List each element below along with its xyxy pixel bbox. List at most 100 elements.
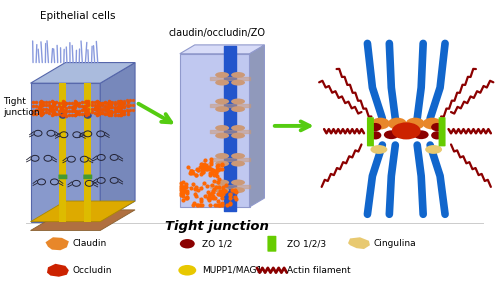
Point — [104, 100, 112, 105]
Point — [49, 112, 57, 117]
Point — [206, 196, 214, 201]
Point — [84, 101, 92, 106]
Polygon shape — [250, 45, 264, 207]
Point — [211, 203, 219, 208]
Point — [193, 203, 201, 208]
Point — [120, 98, 128, 103]
Point — [115, 107, 123, 112]
Point — [45, 99, 53, 104]
Point — [194, 168, 202, 173]
Ellipse shape — [215, 106, 229, 112]
Point — [75, 104, 83, 109]
Point — [96, 101, 104, 106]
Polygon shape — [348, 237, 370, 249]
Point — [97, 103, 105, 108]
Point — [73, 110, 81, 115]
Text: Tight junction: Tight junction — [165, 220, 269, 233]
Point — [71, 99, 79, 104]
Text: claudin/occludin/ZO: claudin/occludin/ZO — [169, 28, 265, 38]
Point — [94, 107, 102, 112]
Point — [81, 104, 89, 109]
Point — [36, 104, 44, 109]
Point — [184, 196, 192, 201]
Point — [116, 99, 124, 104]
Ellipse shape — [369, 123, 381, 131]
Point — [231, 195, 239, 200]
Point — [92, 107, 100, 112]
Point — [101, 112, 109, 117]
Point — [106, 111, 114, 116]
Point — [32, 99, 40, 104]
Point — [194, 167, 202, 172]
Point — [117, 113, 125, 118]
Text: Epithelial cells: Epithelial cells — [40, 11, 116, 21]
Point — [209, 190, 217, 194]
Point — [97, 100, 105, 105]
Point — [179, 197, 187, 202]
Point — [205, 198, 213, 203]
Point — [117, 100, 125, 104]
Point — [199, 163, 207, 168]
Point — [209, 194, 217, 198]
Point — [117, 104, 125, 108]
Point — [103, 106, 111, 111]
Point — [181, 189, 189, 193]
Point — [114, 104, 122, 109]
Text: Actin filament: Actin filament — [287, 266, 350, 275]
Point — [71, 108, 79, 113]
Point — [213, 173, 221, 178]
Point — [71, 101, 79, 105]
Point — [183, 195, 191, 200]
Point — [207, 192, 215, 197]
Point — [111, 102, 119, 106]
Point — [202, 194, 210, 199]
Point — [105, 99, 113, 104]
Point — [49, 103, 57, 107]
Point — [117, 99, 125, 103]
Point — [83, 109, 91, 114]
Polygon shape — [30, 201, 135, 222]
Point — [123, 103, 131, 108]
Point — [101, 100, 109, 104]
Point — [95, 101, 103, 106]
Point — [204, 190, 212, 195]
Point — [102, 100, 110, 105]
Point — [124, 103, 132, 108]
Point — [73, 101, 81, 106]
Point — [104, 105, 112, 110]
Ellipse shape — [231, 187, 245, 193]
Point — [105, 108, 113, 113]
Point — [59, 113, 67, 118]
Point — [207, 203, 215, 208]
Point — [38, 109, 46, 114]
Circle shape — [178, 265, 196, 276]
Point — [81, 104, 89, 108]
Ellipse shape — [215, 125, 229, 131]
Point — [177, 190, 185, 195]
Point — [72, 101, 80, 105]
Point — [84, 99, 92, 103]
Point — [45, 103, 53, 107]
Point — [182, 185, 190, 189]
Point — [206, 170, 214, 175]
Point — [48, 107, 56, 112]
Point — [81, 108, 89, 112]
Point — [55, 104, 63, 109]
Point — [71, 112, 79, 117]
Point — [102, 105, 110, 110]
Point — [202, 167, 210, 172]
Point — [107, 109, 115, 113]
Point — [59, 99, 67, 104]
Point — [82, 99, 90, 104]
Point — [216, 189, 224, 194]
Point — [194, 188, 202, 193]
Point — [187, 171, 195, 176]
Point — [94, 100, 102, 104]
Point — [189, 203, 197, 208]
Point — [220, 189, 228, 194]
Point — [192, 184, 200, 189]
Point — [105, 100, 113, 104]
Ellipse shape — [370, 145, 387, 154]
Point — [35, 106, 43, 111]
Point — [129, 102, 137, 107]
